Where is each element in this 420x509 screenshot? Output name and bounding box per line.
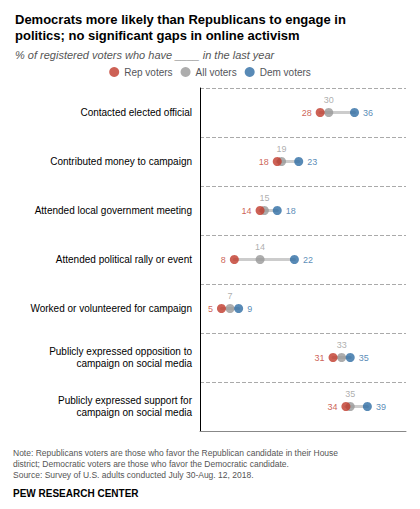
svg-text:Worked or volunteered for camp: Worked or volunteered for campaign bbox=[30, 303, 192, 314]
svg-text:28: 28 bbox=[302, 108, 312, 118]
svg-text:PEW RESEARCH CENTER: PEW RESEARCH CENTER bbox=[13, 488, 139, 499]
svg-text:politics; no significant gaps: politics; no significant gaps in online … bbox=[15, 28, 300, 43]
svg-text:campaign on social media: campaign on social media bbox=[76, 407, 192, 418]
svg-text:Contributed money to campaign: Contributed money to campaign bbox=[50, 156, 192, 167]
svg-text:36: 36 bbox=[363, 108, 373, 118]
svg-text:district; Democratic voters ar: district; Democratic voters are those wh… bbox=[13, 459, 289, 469]
svg-text:All voters: All voters bbox=[196, 67, 237, 78]
svg-text:8: 8 bbox=[221, 255, 226, 265]
svg-text:34: 34 bbox=[327, 402, 337, 412]
svg-text:15: 15 bbox=[259, 193, 269, 203]
svg-text:7: 7 bbox=[228, 291, 233, 301]
svg-text:% of registered voters who hav: % of registered voters who have ____ in … bbox=[15, 49, 276, 61]
svg-text:18: 18 bbox=[286, 206, 296, 216]
svg-text:Attended local government meet: Attended local government meeting bbox=[35, 205, 192, 216]
svg-text:Rep voters: Rep voters bbox=[124, 67, 172, 78]
svg-text:14: 14 bbox=[242, 206, 252, 216]
svg-text:Publicly expressed support for: Publicly expressed support for bbox=[58, 395, 193, 406]
svg-text:18: 18 bbox=[259, 157, 269, 167]
svg-text:23: 23 bbox=[307, 157, 317, 167]
svg-text:19: 19 bbox=[277, 144, 287, 154]
svg-text:Note: Republicans voters are t: Note: Republicans voters are those who f… bbox=[13, 448, 338, 458]
svg-text:Dem voters: Dem voters bbox=[260, 67, 311, 78]
svg-text:35: 35 bbox=[359, 353, 369, 363]
svg-text:22: 22 bbox=[303, 255, 313, 265]
svg-text:30: 30 bbox=[324, 95, 334, 105]
svg-text:Contacted elected official: Contacted elected official bbox=[80, 107, 192, 118]
svg-text:33: 33 bbox=[337, 340, 347, 350]
svg-text:9: 9 bbox=[247, 304, 252, 314]
svg-text:Attended political rally or ev: Attended political rally or event bbox=[56, 254, 192, 265]
svg-text:Publicly expressed opposition: Publicly expressed opposition to bbox=[49, 346, 192, 357]
svg-text:31: 31 bbox=[315, 353, 325, 363]
svg-text:14: 14 bbox=[255, 242, 265, 252]
svg-text:35: 35 bbox=[345, 389, 355, 399]
svg-text:5: 5 bbox=[208, 304, 213, 314]
svg-text:campaign on social media: campaign on social media bbox=[76, 358, 192, 369]
svg-text:Source: Survey of U.S. adults: Source: Survey of U.S. adults conducted … bbox=[13, 470, 254, 480]
svg-text:Democrats more likely than Rep: Democrats more likely than Republicans t… bbox=[15, 12, 346, 27]
svg-text:39: 39 bbox=[376, 402, 386, 412]
